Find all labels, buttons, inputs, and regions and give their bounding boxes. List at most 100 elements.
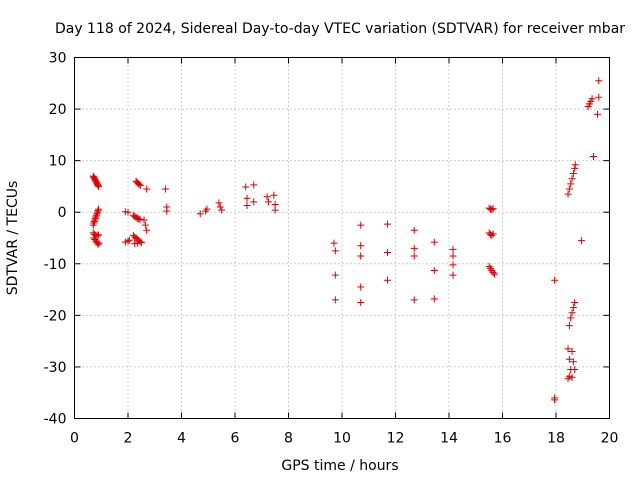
x-tick-label: 14 — [440, 431, 458, 447]
data-point — [137, 239, 145, 247]
data-point — [571, 161, 579, 169]
data-point — [93, 210, 101, 218]
data-point — [95, 182, 103, 190]
data-point — [577, 237, 585, 245]
data-point — [143, 226, 151, 234]
data-point — [449, 252, 457, 260]
data-point — [565, 185, 573, 193]
data-point — [568, 309, 576, 317]
data-point — [488, 231, 496, 239]
x-tick-label: 0 — [70, 431, 79, 447]
data-point — [571, 164, 579, 172]
data-point — [95, 205, 103, 213]
data-point — [449, 261, 457, 269]
y-tick-label: -20 — [44, 308, 67, 324]
data-point — [410, 296, 418, 304]
data-point — [250, 181, 258, 189]
data-point — [92, 211, 100, 219]
data-point — [567, 180, 575, 188]
data-point — [490, 270, 498, 278]
data-point — [143, 185, 151, 193]
x-axis-label: GPS time / hours — [281, 458, 398, 474]
data-point — [95, 239, 103, 247]
data-point — [242, 183, 250, 191]
x-tick-label: 12 — [387, 431, 405, 447]
data-point — [410, 226, 418, 234]
y-tick-label: 0 — [58, 205, 67, 221]
data-point — [565, 355, 573, 363]
x-tick-label: 16 — [494, 431, 512, 447]
y-tick-label: -10 — [44, 257, 67, 273]
data-point — [91, 214, 99, 222]
data-point — [588, 95, 596, 103]
data-point — [430, 238, 438, 246]
data-point — [564, 345, 572, 353]
data-point — [263, 193, 271, 201]
data-point — [161, 185, 169, 193]
chart-title: Day 118 of 2024, Sidereal Day-to-day VTE… — [55, 21, 625, 37]
data-point — [488, 206, 496, 214]
data-point — [91, 216, 99, 224]
data-point — [449, 271, 457, 279]
y-tick-label: 30 — [49, 51, 67, 67]
data-point — [568, 175, 576, 183]
y-axis-label: SDTVAR / TECUs — [5, 181, 21, 296]
data-point — [330, 239, 338, 247]
data-point — [136, 181, 144, 189]
data-point — [357, 221, 365, 229]
data-point — [243, 202, 251, 210]
data-point — [270, 191, 278, 199]
data-points — [89, 77, 603, 404]
data-point — [489, 230, 497, 238]
data-point — [569, 358, 577, 366]
data-point — [569, 170, 577, 178]
data-point — [218, 206, 226, 214]
data-point — [196, 210, 204, 218]
data-point — [565, 322, 573, 330]
data-point — [135, 180, 143, 188]
data-point — [124, 208, 132, 216]
x-tick-label: 6 — [231, 431, 240, 447]
data-point — [357, 283, 365, 291]
y-tick-label: 10 — [49, 154, 67, 170]
data-point — [430, 266, 438, 274]
data-point — [593, 110, 601, 118]
data-point — [410, 244, 418, 252]
data-point — [163, 207, 171, 215]
data-point — [215, 199, 223, 207]
data-point — [564, 190, 572, 198]
data-point — [135, 215, 143, 223]
data-point — [383, 220, 391, 228]
y-tick-label: 20 — [49, 102, 67, 118]
data-point — [203, 205, 211, 213]
data-point — [489, 269, 497, 277]
data-point — [90, 219, 98, 227]
data-point — [568, 347, 576, 355]
data-point — [595, 77, 603, 85]
x-tick-label: 10 — [333, 431, 351, 447]
data-point — [94, 208, 102, 216]
x-tick-label: 20 — [601, 431, 619, 447]
data-point — [95, 231, 103, 239]
data-point — [94, 207, 102, 215]
data-point — [571, 366, 579, 374]
data-point — [357, 298, 365, 306]
data-point — [357, 242, 365, 250]
axis-ticks: 0 2 4 6 8 10 12 14 16 18 20 -40 -30 -20 -10 0 10 20 30 — [44, 51, 619, 447]
data-point — [589, 153, 597, 161]
data-point — [430, 295, 438, 303]
y-tick-label: -30 — [44, 360, 67, 376]
data-point — [94, 240, 102, 248]
data-point — [569, 304, 577, 312]
data-point — [133, 239, 141, 247]
data-point — [94, 181, 102, 189]
data-point — [140, 216, 148, 224]
data-point — [124, 237, 132, 245]
data-point — [264, 198, 272, 206]
data-point — [125, 236, 133, 244]
data-point — [216, 203, 224, 211]
data-point — [136, 215, 144, 223]
data-point — [383, 248, 391, 256]
data-point — [357, 252, 365, 260]
